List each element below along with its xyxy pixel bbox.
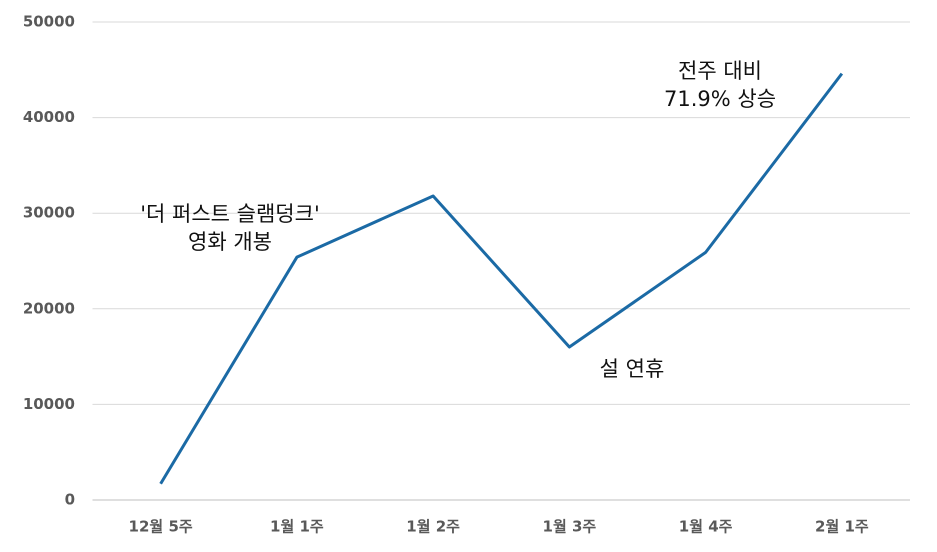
x-tick-label: 2월 1주: [815, 518, 869, 536]
annotation: 영화 개봉: [188, 230, 272, 254]
x-tick-label: 12월 5주: [129, 518, 193, 536]
x-tick-label: 1월 3주: [543, 518, 597, 536]
annotation: 설 연휴: [600, 357, 665, 381]
annotation: 71.9% 상승: [664, 87, 776, 111]
y-tick-label: 0: [65, 491, 75, 509]
annotation: 전주 대비: [678, 59, 762, 83]
y-tick-label: 20000: [23, 299, 75, 317]
y-tick-label: 10000: [23, 395, 75, 413]
y-tick-label: 40000: [23, 108, 75, 126]
x-tick-label: 1월 2주: [406, 518, 460, 536]
data-line: [159, 72, 844, 485]
y-tick-label: 50000: [23, 13, 75, 31]
x-tick-label: 1월 4주: [679, 518, 733, 536]
annotation: '더 퍼스트 슬램덩크': [140, 202, 319, 226]
x-tick-label: 1월 1주: [270, 518, 324, 536]
y-tick-label: 30000: [23, 204, 75, 222]
